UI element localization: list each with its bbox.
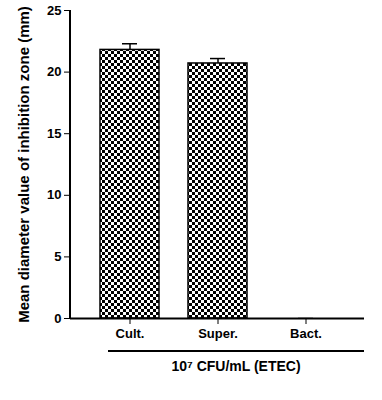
svg-text:25: 25 <box>47 3 61 18</box>
svg-text:10: 10 <box>47 187 61 202</box>
svg-text:Bact.: Bact. <box>290 326 322 341</box>
svg-text:Mean diameter value of inhibit: Mean diameter value of inhibition zone (… <box>15 6 32 323</box>
svg-text:15: 15 <box>47 126 61 141</box>
svg-text:20: 20 <box>47 64 61 79</box>
svg-text:Super.: Super. <box>198 326 238 341</box>
svg-text:Cult.: Cult. <box>116 326 145 341</box>
html-text:10⁷ CFU/mL (ETEC): 10⁷ CFU/mL (ETEC) <box>171 358 301 374</box>
svg-text:5: 5 <box>54 249 61 264</box>
svg-text:0: 0 <box>54 311 61 326</box>
